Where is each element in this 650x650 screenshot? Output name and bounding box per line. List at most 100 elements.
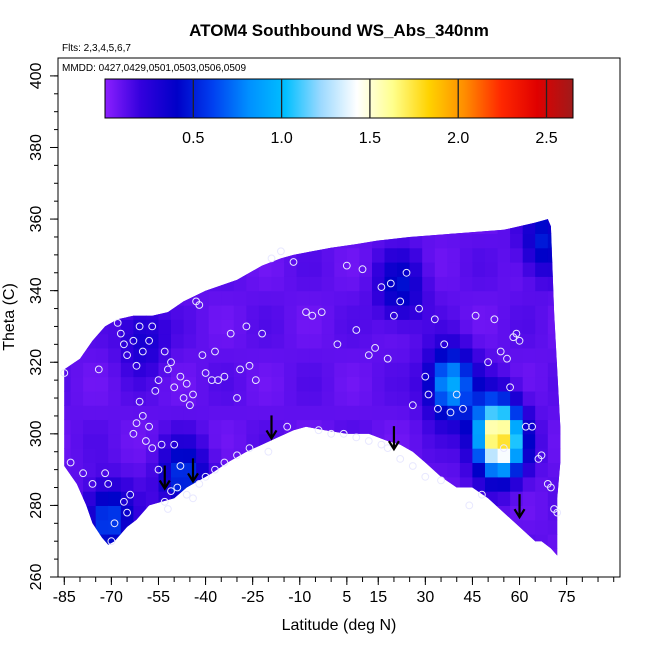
field-cell bbox=[586, 248, 599, 263]
field-cell bbox=[409, 548, 423, 556]
field-cell bbox=[535, 190, 548, 205]
field-cell bbox=[522, 534, 536, 549]
field-cell bbox=[385, 119, 398, 134]
field-cell bbox=[547, 219, 561, 220]
field-cell bbox=[447, 162, 460, 177]
field-cell bbox=[321, 534, 335, 549]
field-cell bbox=[523, 176, 536, 191]
field-cell bbox=[309, 219, 323, 220]
field-cell bbox=[510, 262, 524, 277]
field-cell bbox=[422, 162, 435, 177]
field-cell bbox=[535, 247, 549, 263]
field-cell bbox=[70, 390, 84, 406]
field-cell bbox=[573, 463, 586, 478]
field-cell bbox=[422, 476, 436, 492]
field-cell bbox=[460, 176, 473, 191]
field-cell bbox=[233, 276, 247, 292]
field-cell bbox=[435, 47, 448, 62]
field-cell bbox=[472, 276, 486, 292]
field-cell bbox=[321, 390, 335, 406]
field-cell bbox=[560, 162, 573, 177]
field-cell bbox=[234, 563, 247, 578]
field-cell bbox=[472, 219, 486, 234]
field-cell bbox=[321, 219, 335, 234]
field-cell bbox=[83, 219, 97, 220]
field-cell bbox=[384, 362, 398, 378]
field-cell bbox=[384, 233, 398, 249]
field-cell bbox=[611, 76, 624, 91]
field-cell bbox=[611, 176, 624, 191]
sample-point bbox=[358, 265, 367, 274]
field-cell bbox=[472, 133, 485, 148]
field-cell bbox=[422, 247, 436, 263]
field-cell bbox=[145, 233, 160, 249]
field-cell bbox=[560, 176, 573, 191]
field-cell bbox=[246, 362, 260, 378]
field-cell bbox=[472, 347, 486, 363]
field-cell bbox=[120, 433, 134, 449]
field-cell bbox=[535, 219, 549, 234]
field-cell bbox=[447, 419, 461, 435]
field-cell bbox=[221, 519, 235, 535]
field-cell bbox=[573, 505, 586, 520]
field-cell bbox=[573, 219, 586, 234]
field-cell bbox=[497, 319, 511, 335]
field-cell bbox=[485, 376, 499, 392]
field-cell bbox=[196, 419, 210, 435]
field-cell bbox=[70, 376, 84, 392]
field-cell bbox=[246, 276, 260, 292]
field-cell bbox=[284, 505, 298, 521]
field-cell bbox=[459, 462, 474, 478]
field-cell bbox=[447, 448, 461, 463]
field-cell bbox=[397, 563, 410, 578]
field-cell bbox=[296, 247, 310, 263]
field-cell bbox=[108, 405, 122, 421]
field-cell bbox=[246, 563, 259, 578]
field-cell bbox=[296, 491, 310, 506]
field-cell bbox=[120, 333, 134, 349]
field-cell bbox=[145, 405, 160, 421]
field-cell bbox=[497, 290, 511, 306]
field-cell bbox=[334, 176, 347, 191]
field-cell bbox=[221, 462, 235, 478]
field-cell bbox=[321, 448, 335, 463]
field-cell bbox=[209, 133, 222, 148]
field-cell bbox=[70, 347, 84, 363]
field-cell bbox=[485, 390, 499, 406]
field-cell bbox=[447, 362, 461, 378]
field-cell bbox=[397, 133, 410, 148]
field-cell bbox=[271, 519, 285, 535]
field-cell bbox=[510, 276, 524, 292]
field-cell bbox=[133, 405, 147, 421]
field-cell bbox=[535, 433, 549, 449]
field-cell bbox=[309, 133, 322, 148]
field-cell bbox=[447, 219, 461, 234]
field-cell bbox=[297, 190, 310, 205]
field-cell bbox=[64, 390, 72, 406]
sample-point bbox=[164, 505, 172, 513]
field-cell bbox=[598, 377, 611, 392]
field-cell bbox=[598, 276, 611, 291]
field-cell bbox=[284, 519, 298, 535]
field-cell bbox=[447, 347, 461, 363]
field-cell bbox=[510, 405, 524, 421]
sample-point bbox=[211, 347, 219, 356]
sample-point bbox=[339, 429, 348, 438]
field-cell bbox=[284, 47, 297, 62]
field-cell bbox=[359, 433, 373, 449]
field-cell bbox=[573, 262, 586, 277]
sample-point bbox=[264, 447, 273, 456]
field-cell bbox=[346, 319, 360, 335]
field-cell bbox=[397, 47, 410, 62]
field-cell bbox=[233, 219, 247, 220]
field-cell bbox=[522, 433, 536, 449]
field-cell bbox=[586, 262, 599, 277]
field-cell bbox=[459, 419, 474, 435]
field-cell bbox=[485, 519, 499, 535]
field-cell bbox=[359, 47, 372, 62]
sample-point bbox=[211, 465, 219, 474]
field-cell bbox=[297, 148, 310, 163]
field-cell bbox=[510, 190, 523, 205]
field-cell bbox=[485, 262, 499, 277]
sample-point bbox=[148, 444, 157, 453]
